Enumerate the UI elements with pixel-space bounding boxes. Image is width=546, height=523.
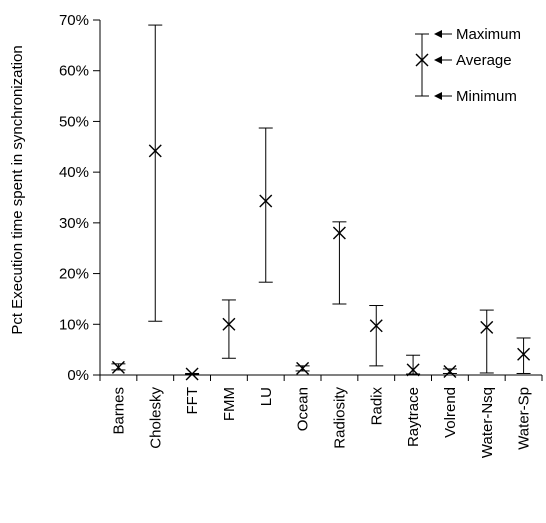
legend-label-avg: Average [456,52,512,69]
legend-arrowhead-avg [434,56,442,64]
average-marker [185,367,199,381]
legend-average-marker [415,53,429,67]
average-marker [148,144,162,158]
x-axis: Barnes Cholesky FFT FMM LU Ocean Radiosity Radi… [99,375,543,458]
legend: Maximum Average Minimum [415,26,521,105]
average-marker [480,320,494,334]
y-tick-label: 70% [59,12,89,29]
legend-label-min: Minimum [456,88,517,105]
average-marker [259,194,273,208]
average-marker [369,319,383,333]
y-tick-label: 10% [59,316,89,333]
x-tick-label: Water-Sp [516,387,533,450]
x-tick-label: Ocean [295,387,312,431]
x-tick-label: Barnes [110,387,127,435]
x-tick-label: Raytrace [405,387,422,447]
x-tick-label: LU [258,387,275,406]
average-marker [443,364,457,378]
legend-arrowhead-min [434,92,442,100]
x-tick-label: Cholesky [147,387,164,449]
error-bars [111,24,531,381]
x-tick-label: Radiosity [331,387,348,449]
x-tick-label: FMM [221,387,238,421]
x-tick-label: Radix [368,387,385,426]
y-tick-label: 60% [59,63,89,80]
y-tick-label: 0% [67,367,89,384]
average-marker [111,360,125,374]
average-marker [296,361,310,375]
y-axis: 0% 10% 20% 30% 40% 50% 60% 70% [59,12,100,384]
y-tick-label: 20% [59,266,89,283]
legend-arrowhead-max [434,30,442,38]
average-marker [222,317,236,331]
average-marker [332,226,346,240]
y-tick-label: 50% [59,113,89,130]
x-tick-label: Water-Nsq [479,387,496,458]
y-axis-title: Pct Execution time spent in synchronizat… [9,45,26,334]
legend-label-max: Maximum [456,26,521,43]
average-marker [517,347,531,361]
x-tick-label: Volrend [442,387,459,438]
y-tick-label: 30% [59,215,89,232]
y-tick-label: 40% [59,164,89,181]
average-marker [406,363,420,377]
x-tick-label: FFT [184,387,201,415]
